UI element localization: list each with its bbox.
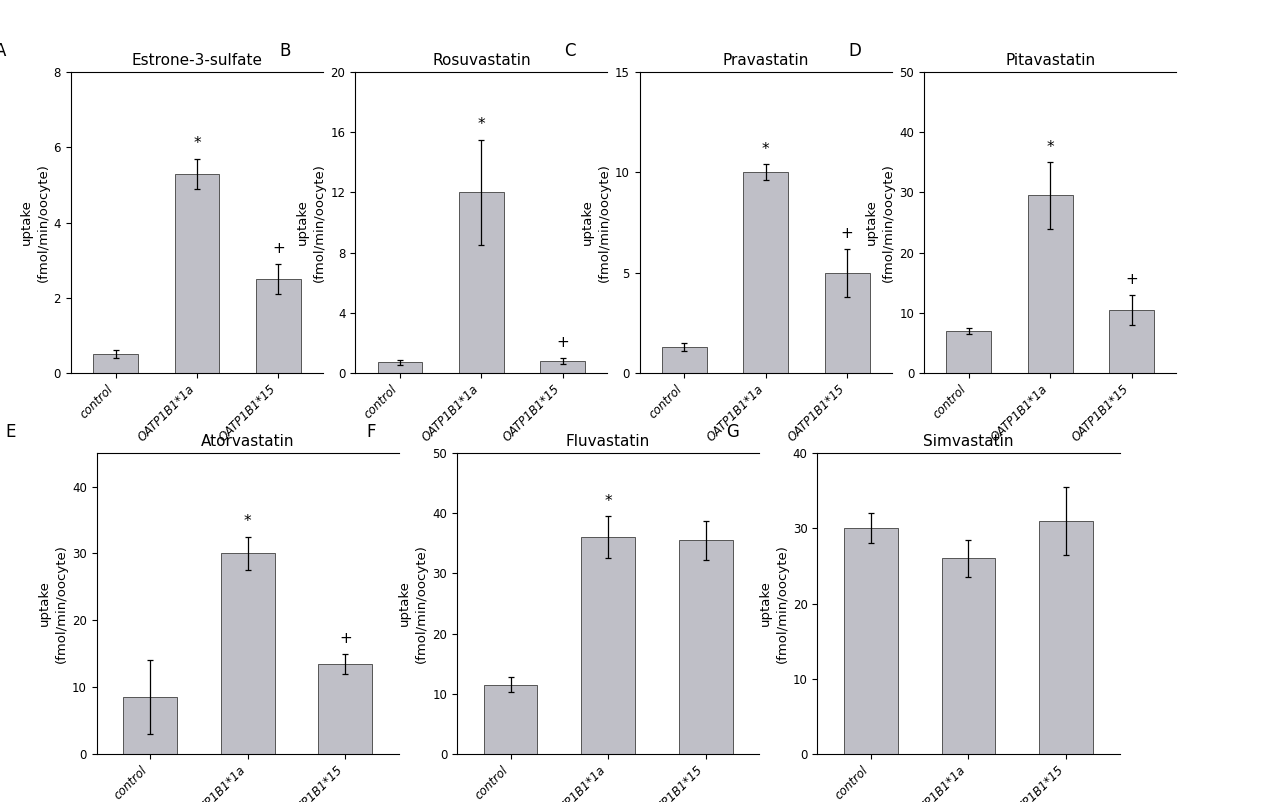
Bar xyxy=(662,346,707,373)
Y-axis label: uptake
(fmol/min/oocyte): uptake (fmol/min/oocyte) xyxy=(296,163,327,282)
Bar xyxy=(582,537,634,754)
Y-axis label: uptake
(fmol/min/oocyte): uptake (fmol/min/oocyte) xyxy=(865,163,896,282)
Text: +: + xyxy=(1125,272,1138,287)
Text: *: * xyxy=(193,136,201,151)
Title: Simvastatin: Simvastatin xyxy=(923,434,1014,449)
Y-axis label: uptake
(fmol/min/oocyte): uptake (fmol/min/oocyte) xyxy=(19,163,49,282)
Bar xyxy=(541,361,586,373)
Text: C: C xyxy=(564,42,575,60)
Y-axis label: uptake
(fmol/min/oocyte): uptake (fmol/min/oocyte) xyxy=(37,544,68,663)
Bar xyxy=(256,279,301,373)
Text: +: + xyxy=(840,226,853,241)
Bar xyxy=(221,553,274,754)
Text: *: * xyxy=(762,142,770,157)
Text: B: B xyxy=(279,42,291,60)
Text: +: + xyxy=(272,241,284,257)
Bar xyxy=(124,697,178,754)
Text: *: * xyxy=(477,117,485,132)
Bar xyxy=(678,541,732,754)
Bar xyxy=(825,273,870,373)
Title: Pitavastatin: Pitavastatin xyxy=(1005,53,1095,68)
Bar xyxy=(1109,310,1154,373)
Bar xyxy=(1039,520,1093,754)
Bar xyxy=(942,558,995,754)
Bar xyxy=(377,363,422,373)
Y-axis label: uptake
(fmol/min/oocyte): uptake (fmol/min/oocyte) xyxy=(758,544,789,663)
Title: Pravastatin: Pravastatin xyxy=(722,53,810,68)
Text: A: A xyxy=(0,42,6,60)
Text: +: + xyxy=(338,631,351,646)
Bar xyxy=(318,664,372,754)
Text: G: G xyxy=(726,423,740,441)
Text: *: * xyxy=(245,514,251,529)
Bar xyxy=(1028,196,1072,373)
Title: Fluvastatin: Fluvastatin xyxy=(566,434,650,449)
Text: E: E xyxy=(5,423,17,441)
Title: Rosuvastatin: Rosuvastatin xyxy=(432,53,530,68)
Bar xyxy=(946,330,991,373)
Bar xyxy=(744,172,788,373)
Text: +: + xyxy=(556,335,569,350)
Text: F: F xyxy=(366,423,376,441)
Bar xyxy=(175,174,219,373)
Text: D: D xyxy=(848,42,861,60)
Y-axis label: uptake
(fmol/min/oocyte): uptake (fmol/min/oocyte) xyxy=(580,163,611,282)
Bar xyxy=(93,354,138,373)
Text: *: * xyxy=(1046,140,1054,155)
Title: Atorvastatin: Atorvastatin xyxy=(201,434,295,449)
Bar xyxy=(484,685,538,754)
Title: Estrone-3-sulfate: Estrone-3-sulfate xyxy=(131,53,263,68)
Y-axis label: uptake
(fmol/min/oocyte): uptake (fmol/min/oocyte) xyxy=(398,544,429,663)
Bar xyxy=(844,529,898,754)
Bar xyxy=(459,192,503,373)
Text: *: * xyxy=(605,494,611,508)
